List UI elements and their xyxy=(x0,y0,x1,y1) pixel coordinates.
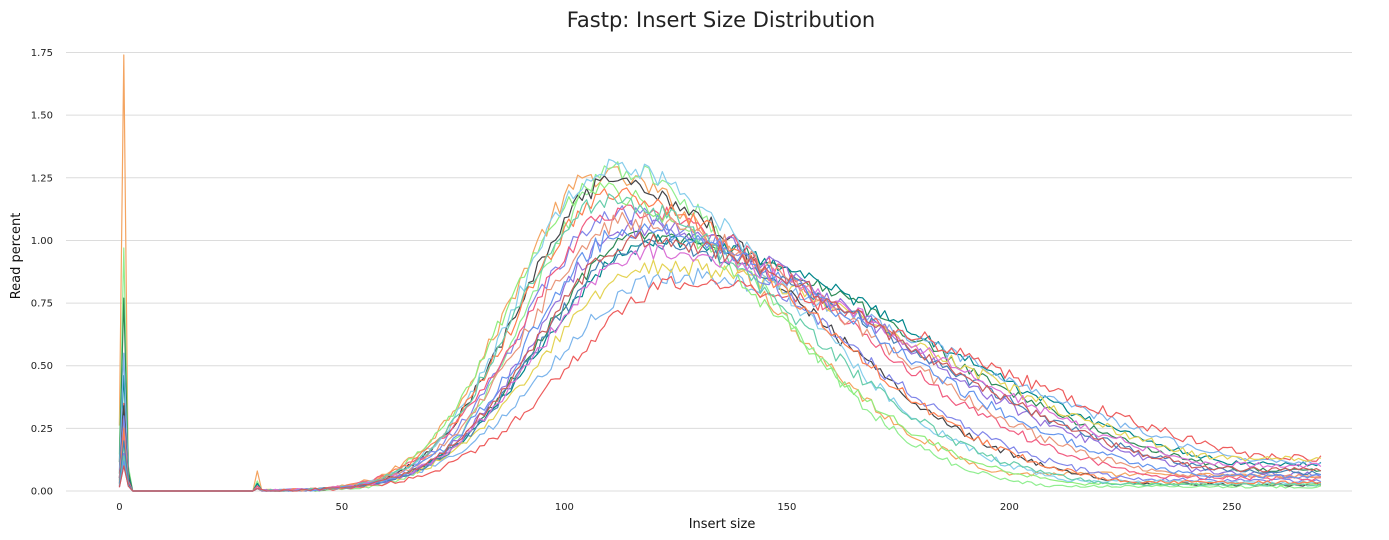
series-line-19 xyxy=(118,223,1321,492)
series-line-6 xyxy=(118,275,1322,492)
series-layer xyxy=(118,54,1322,492)
series-line-2 xyxy=(118,161,1322,492)
y-tick-label: 1.50 xyxy=(31,111,53,122)
x-tick-labels: 0 50 100 150 200 250 xyxy=(116,502,1241,513)
y-tick-label: 1.75 xyxy=(31,48,53,59)
series-line-7 xyxy=(118,175,1322,492)
series-line-3 xyxy=(118,230,1321,492)
x-tick-label: 50 xyxy=(336,502,349,513)
x-tick-label: 150 xyxy=(777,502,796,513)
series-line-14 xyxy=(118,187,1322,492)
x-tick-label: 200 xyxy=(1000,502,1019,513)
series-line-1 xyxy=(118,54,1321,492)
series-line-12 xyxy=(118,158,1321,492)
y-axis-label: Read percent xyxy=(9,213,24,300)
y-tick-label: 1.00 xyxy=(31,236,53,247)
y-tick-label: 0.25 xyxy=(31,424,53,435)
series-line-13 xyxy=(118,219,1322,492)
x-tick-label: 250 xyxy=(1222,502,1241,513)
x-tick-label: 0 xyxy=(116,502,122,513)
x-axis-label: Insert size xyxy=(689,517,756,532)
x-tick-label: 100 xyxy=(555,502,574,513)
chart-title: Fastp: Insert Size Distribution xyxy=(567,8,875,32)
y-tick-labels: 0.00 0.25 0.50 0.75 1.00 1.25 1.50 1.75 xyxy=(31,48,53,497)
y-tick-label: 0.75 xyxy=(31,299,53,310)
y-tick-label: 0.50 xyxy=(31,361,53,372)
y-tick-label: 0.00 xyxy=(31,487,53,498)
y-tick-label: 1.25 xyxy=(31,173,53,184)
series-line-20 xyxy=(118,231,1322,492)
